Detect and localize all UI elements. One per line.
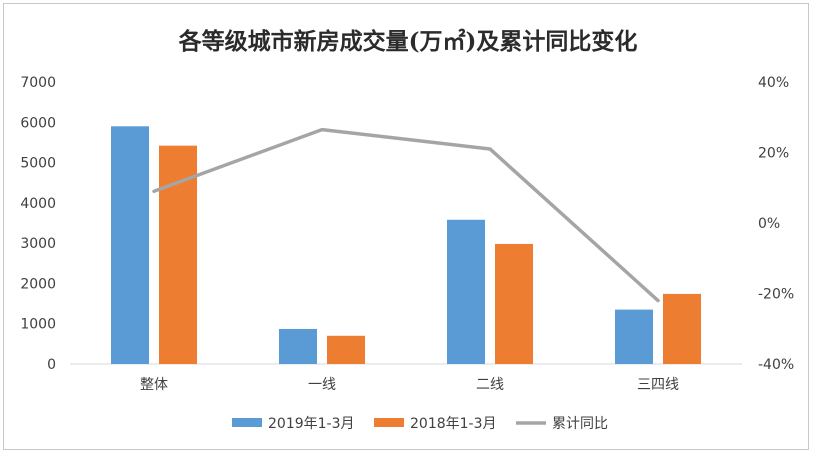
- y-right-tick-label: -20%: [758, 287, 794, 303]
- line-path: [152, 127, 660, 303]
- y-right-tick-label: 20%: [758, 146, 789, 162]
- x-category-label: 三四线: [637, 377, 679, 393]
- y-left-tick-label: 2000: [20, 276, 56, 292]
- legend-label: 2018年1-3月: [410, 416, 497, 432]
- legend-label: 2019年1-3月: [268, 416, 355, 432]
- y-right-tick-label: 0%: [758, 216, 780, 232]
- x-category-label: 二线: [476, 377, 504, 393]
- x-category-label: 一线: [308, 377, 336, 393]
- bars: [111, 126, 701, 364]
- line-series: [152, 127, 660, 303]
- bar: [495, 243, 533, 364]
- y-left-tick-label: 7000: [20, 75, 56, 91]
- legend-label: 累计同比: [552, 416, 608, 432]
- legend-item: 2018年1-3月: [374, 416, 497, 432]
- y-left-tick-label: 6000: [20, 115, 56, 131]
- legend-swatch: [232, 418, 262, 427]
- legend-item: 2019年1-3月: [232, 416, 355, 432]
- chart-title: 各等级城市新房成交量(万㎡)及累计同比变化: [178, 28, 638, 55]
- legend-swatch: [374, 418, 404, 427]
- bar: [663, 293, 701, 364]
- y-right-tick-label: 40%: [758, 75, 789, 91]
- bar: [615, 309, 653, 364]
- legend: 2019年1-3月 2018年1-3月 累计同比: [232, 416, 608, 432]
- y-left-tick-label: 4000: [20, 196, 56, 212]
- bar: [327, 335, 365, 364]
- y-left-tick-label: 3000: [20, 236, 56, 252]
- x-category-label: 整体: [140, 377, 168, 393]
- y-right-tick-label: -40%: [758, 357, 794, 373]
- y-left-tick-label: 5000: [20, 156, 56, 172]
- legend-item: 累计同比: [516, 416, 608, 432]
- y-left-tick-label: 1000: [20, 317, 56, 333]
- y-left-tick-label: 0: [47, 357, 56, 373]
- bar: [447, 219, 485, 364]
- bar: [279, 328, 317, 364]
- bar: [111, 126, 149, 364]
